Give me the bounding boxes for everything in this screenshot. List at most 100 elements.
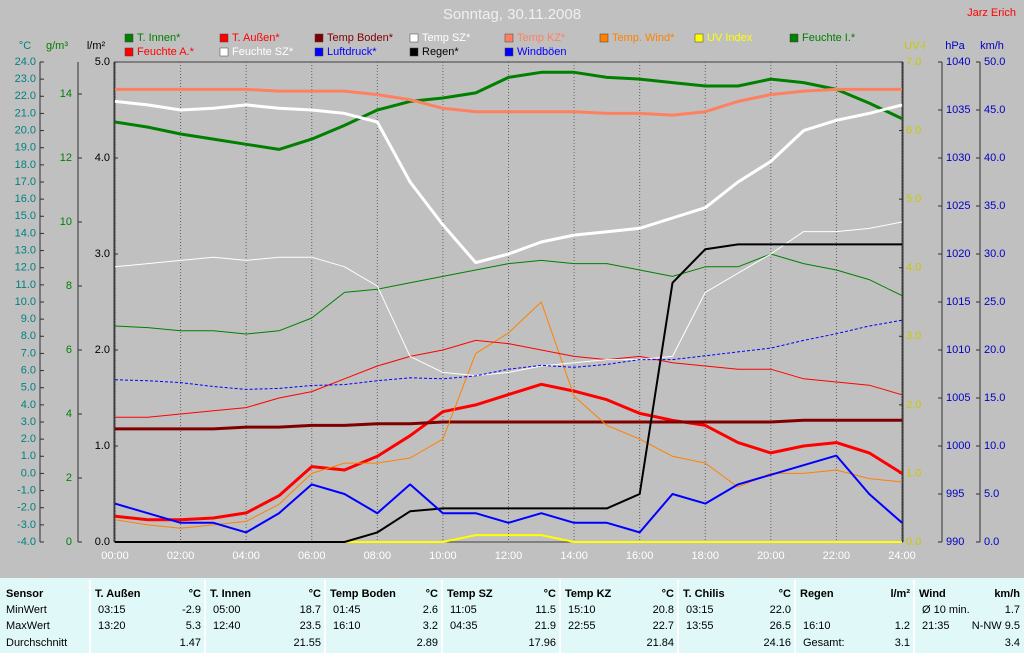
table-cell: 3.1 <box>895 637 910 649</box>
table-cell: 26.5 <box>770 620 791 632</box>
y-tick-label: 0.0 <box>95 536 110 548</box>
table-cell: 12:40 <box>213 620 241 632</box>
y-tick-label: 1005 <box>946 392 970 404</box>
chart-title: Sonntag, 30.11.2008 <box>443 6 581 23</box>
y-tick-label: 20.0 <box>15 124 36 136</box>
group-unit: °C <box>779 588 791 600</box>
table-cell: 2.6 <box>423 604 438 616</box>
axis-title: l/m² <box>87 40 106 52</box>
y-tick-label: 22.0 <box>15 90 36 102</box>
table-cell: 23.5 <box>300 620 321 632</box>
legend-label: Luftdruck* <box>327 46 377 58</box>
y-tick-label: 19.0 <box>15 142 36 154</box>
y-tick-label: 4 <box>66 408 72 420</box>
y-tick-label: 0 <box>66 536 72 548</box>
legend-swatch <box>504 47 514 57</box>
legend-swatch <box>409 47 419 57</box>
x-tick-label: 20:00 <box>757 550 785 562</box>
y-tick-label: 1015 <box>946 296 970 308</box>
y-tick-label: 1.0 <box>906 467 921 479</box>
table-cell: 05:00 <box>213 604 241 616</box>
table-cell: 13:55 <box>686 620 714 632</box>
series-line <box>114 221 903 377</box>
y-tick-label: 15.0 <box>984 392 1005 404</box>
y-tick-label: 10.0 <box>984 440 1005 452</box>
table-cell: 22:55 <box>568 620 596 632</box>
axis-title: g/m³ <box>46 40 68 52</box>
y-tick-label: 45.0 <box>984 104 1005 116</box>
y-tick-label: 4.0 <box>906 262 921 274</box>
table-cell: 21:35 <box>922 620 950 632</box>
y-tick-label: 3.0 <box>21 416 36 428</box>
series-line <box>115 87 902 117</box>
row-label: MaxWert <box>6 620 50 632</box>
y-tick-label: 12.0 <box>15 262 36 274</box>
table-cell: N-NW 9.5 <box>972 620 1020 632</box>
series-line <box>114 319 903 390</box>
table-cell: 5.3 <box>186 620 201 632</box>
y-tick-label: 5.0 <box>95 56 110 68</box>
x-tick-label: 08:00 <box>364 550 392 562</box>
y-tick-label: 2.0 <box>21 433 36 445</box>
y-tick-label: 2.0 <box>906 399 921 411</box>
group-name: Regen <box>800 588 834 600</box>
y-tick-label: 1035 <box>946 104 970 116</box>
x-tick-label: 00:00 <box>101 550 129 562</box>
row-label: Sensor <box>6 588 44 600</box>
legend-swatch <box>219 33 229 43</box>
legend-swatch <box>314 47 324 57</box>
x-tick-label: 02:00 <box>167 550 195 562</box>
series-line <box>115 243 902 543</box>
legend-label: T. Innen* <box>137 32 181 44</box>
table-cell: 3.2 <box>423 620 438 632</box>
legend-swatch <box>599 33 609 43</box>
x-tick-label: 12:00 <box>495 550 523 562</box>
y-tick-label: 2 <box>66 472 72 484</box>
table-cell: 22.7 <box>653 620 674 632</box>
y-tick-label: 6 <box>66 344 72 356</box>
y-tick-label: 17.0 <box>15 176 36 188</box>
legend-swatch <box>694 33 704 43</box>
legend-label: Temp SZ* <box>422 32 471 44</box>
y-tick-label: 5.0 <box>906 193 921 205</box>
group-unit: °C <box>426 588 438 600</box>
table-cell: 03:15 <box>686 604 714 616</box>
series-line <box>114 454 903 534</box>
table-cell: Ø 10 min. <box>922 604 970 616</box>
y-tick-label: 3.0 <box>95 248 110 260</box>
legend-label: T. Außen* <box>232 32 280 44</box>
y-tick-label: -1.0 <box>17 484 36 496</box>
y-tick-label: 25.0 <box>984 296 1005 308</box>
y-tick-label: 9.0 <box>21 313 36 325</box>
group-unit: l/m² <box>890 588 910 600</box>
axis-title: UV-I <box>904 40 925 52</box>
group-unit: °C <box>662 588 674 600</box>
y-tick-label: 6.0 <box>21 364 36 376</box>
y-tick-label: 23.0 <box>15 73 36 85</box>
table-background <box>0 578 1024 653</box>
legend-label: Regen* <box>422 46 459 58</box>
y-tick-label: 15.0 <box>15 210 36 222</box>
y-tick-label: -3.0 <box>17 519 36 531</box>
table-cell: 22.0 <box>770 604 791 616</box>
table-cell: 21.55 <box>293 637 321 649</box>
table-cell: 21.84 <box>646 637 674 649</box>
legend-label: Windböen <box>517 46 567 58</box>
y-tick-label: 40.0 <box>984 152 1005 164</box>
table-cell: 1.47 <box>180 637 201 649</box>
table-cell: 18.7 <box>300 604 321 616</box>
y-tick-label: -4.0 <box>17 536 36 548</box>
group-name: Wind <box>919 588 946 600</box>
table-cell: 1.2 <box>895 620 910 632</box>
group-unit: °C <box>309 588 321 600</box>
legend-label: Temp. Wind* <box>612 32 675 44</box>
axis-title: km/h <box>980 40 1004 52</box>
y-tick-label: 8 <box>66 280 72 292</box>
legend-swatch <box>409 33 419 43</box>
group-unit: °C <box>544 588 556 600</box>
y-tick-label: 1010 <box>946 344 970 356</box>
group-name: Temp KZ <box>565 588 612 600</box>
author: Jarz Erich <box>967 7 1016 19</box>
group-name: Temp Boden <box>330 588 396 600</box>
